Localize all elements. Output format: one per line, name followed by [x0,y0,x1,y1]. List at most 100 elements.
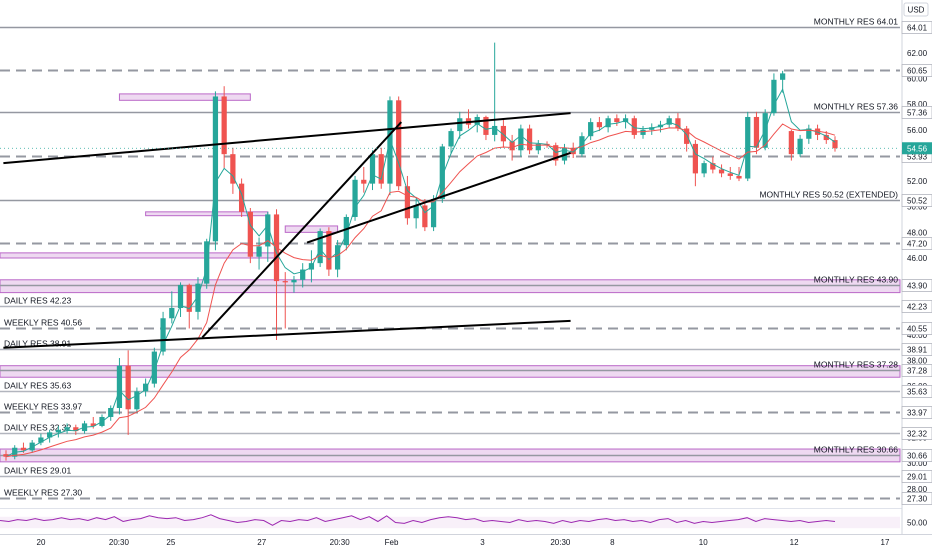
time-tick-label: 17 [881,538,890,547]
time-tick-label: 20 [37,538,46,547]
level-price-tag-text: 30.66 [907,452,928,461]
oscillator-line [0,514,836,526]
slow-ma-line [5,123,836,458]
candle-body [832,140,838,149]
candle-body [47,432,53,438]
candle-body [73,427,79,432]
time-tick-label: Feb [385,538,399,547]
candle-body [369,154,376,184]
candle-body [186,284,192,312]
candle-body [64,427,70,430]
candle-body [396,100,402,187]
level-price-tag-text: 64.01 [907,24,928,33]
level-price-tag [901,470,932,483]
trendline [3,319,571,349]
time-tick-label: 20:30 [109,538,130,547]
price-tick-label: 52.00 [907,177,928,186]
level-label: MONTHLY RES 64.01 [814,17,899,27]
candle-body [753,116,760,148]
time-tick-label: 20:30 [550,538,571,547]
time-tick-label: 25 [166,538,175,547]
level-price-tag [901,21,932,34]
candle-body [291,279,297,283]
candle-body [605,118,611,128]
candle-body [570,147,576,155]
trendline [3,112,571,165]
time-axis[interactable]: 20 20:30 25 27 20:30 Feb 3 20:30 8 10 12 17 [0,534,932,548]
candle-body [221,96,227,155]
currency-box[interactable]: USD [903,2,929,17]
level-label: DAILY RES 38.91 [4,339,72,349]
moving-averages [5,87,836,458]
candle-body [710,163,716,170]
candle-body [439,146,445,200]
trendline [306,151,571,244]
level-label: MONTHLY RES 57.36 [814,102,899,112]
candle-body [55,429,61,433]
price-tick-label: 46.00 [907,254,928,263]
candle-body [666,118,672,125]
oscillator-band [0,516,900,529]
currency-box-frame[interactable] [903,2,929,17]
candle-body [195,283,201,312]
candle-body [526,128,533,151]
level-price-tag-text: 38.91 [907,346,928,355]
oscillator-pane: 50.00 [0,508,928,529]
level-price-tag [901,385,932,398]
candle-body [588,122,594,137]
candle-body [169,308,175,319]
level-label: MONTHLY RES 37.28 [814,360,899,370]
time-tick-label: 8 [610,538,615,547]
level-price-tag-text: 37.28 [907,367,928,376]
level-label: WEEKLY RES 40.56 [4,318,82,328]
candle-body [204,241,210,284]
level-price-tag-text: 47.20 [907,240,928,249]
fast-ma-line [5,87,836,458]
candle-body [230,154,236,184]
level-price-tag [901,343,932,356]
candle-body [509,141,515,151]
level-price-tag [901,322,932,335]
candle-body [684,128,690,144]
candle-body [143,383,149,392]
candle-body [579,136,585,155]
level-price-tag-text: 57.36 [907,109,928,118]
candle-body [622,118,629,123]
level-price-tag-text: 40.55 [907,325,928,334]
candle-body [823,134,829,141]
candle-body [300,269,306,280]
last-price-tag [902,142,932,155]
candle-body [317,231,323,264]
level-price-tag-text: 32.32 [907,430,928,439]
price-tick-label: 28.00 [907,485,928,494]
candles [3,42,838,461]
candle-body [378,154,384,184]
candle-body [535,143,541,151]
candle-body [500,125,507,142]
time-tick-label: 3 [480,538,485,547]
candle-body [343,216,349,246]
level-price-tag-text: 33.97 [907,409,928,418]
level-price-tag-text: 29.01 [907,473,928,482]
level-price-tag [901,492,932,505]
level-price-tag-text: 60.65 [907,67,928,76]
candle-body [457,118,463,132]
candle-body [361,179,367,184]
level-price-tag-text: 43.90 [907,282,928,291]
candle-body [806,128,812,139]
level-price-tag-text: 50.52 [907,197,928,206]
price-tick-label: 60.00 [907,75,928,84]
candle-body [596,122,603,128]
time-tick-label: 27 [257,538,266,547]
level-price-tag [901,449,932,462]
level-label: DAILY RES 29.01 [4,466,72,476]
price-tick-label: 56.00 [907,126,928,135]
level-price-tag [901,194,932,207]
candle-body [692,143,698,174]
candle-body [631,118,637,135]
last-price-tag-text: 54.56 [907,144,928,153]
time-tick-label: 20:30 [330,538,351,547]
candle-body [675,118,681,129]
